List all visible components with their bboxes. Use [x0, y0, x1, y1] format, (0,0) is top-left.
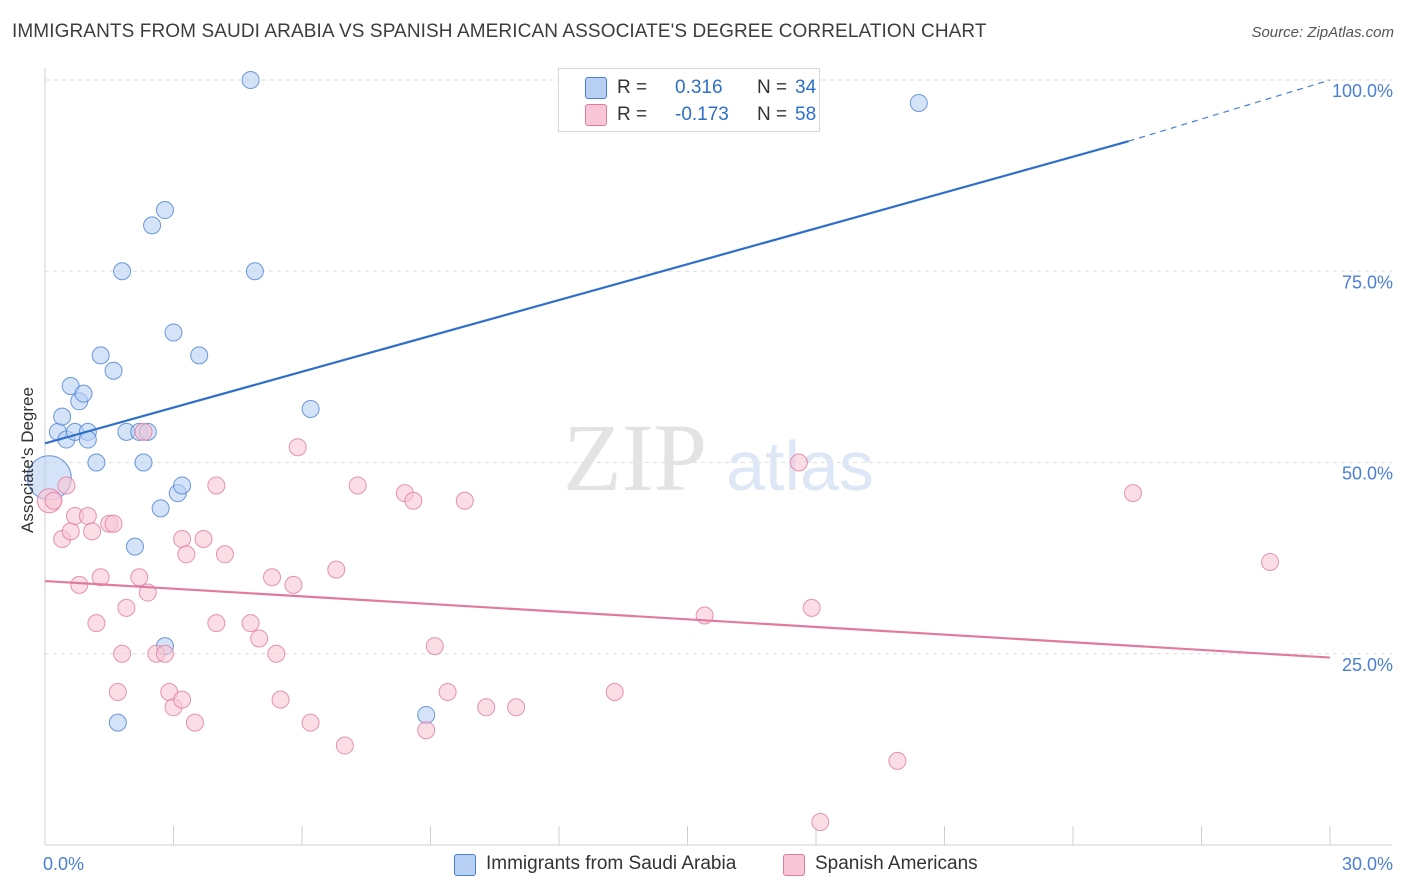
point-saudi-20	[143, 216, 162, 235]
y-axis-label-wrap: Associate's Degree	[10, 360, 46, 560]
point-spanish-34	[267, 644, 286, 663]
saudi-swatch	[585, 77, 607, 99]
r-value-spanish: -0.173	[675, 104, 729, 125]
point-spanish-44	[417, 721, 436, 740]
trendline-saudi-extension	[1128, 79, 1331, 142]
point-saudi-10	[87, 453, 106, 472]
n-label: N =	[757, 104, 788, 125]
point-saudi-26	[173, 476, 192, 495]
point-spanish-38	[301, 713, 320, 732]
point-saudi-21	[151, 499, 170, 518]
point-spanish-36	[284, 575, 303, 594]
point-spanish-49	[507, 698, 526, 717]
point-spanish-33	[263, 568, 282, 587]
point-spanish-28	[207, 476, 226, 495]
r-value-saudi: 0.316	[675, 77, 723, 98]
y-tick-label-50: 50.0%	[1342, 464, 1393, 484]
point-spanish-16	[130, 568, 149, 587]
point-saudi-29	[245, 262, 264, 281]
chart-source: Source: ZipAtlas.com	[1251, 24, 1394, 41]
point-saudi-32	[909, 93, 928, 112]
point-spanish-24	[173, 530, 192, 548]
point-spanish-39	[327, 560, 346, 579]
n-value-spanish: 58	[795, 104, 817, 125]
point-saudi-30	[301, 399, 320, 418]
point-spanish-54	[811, 813, 830, 832]
trendline-saudi	[44, 140, 1129, 445]
point-saudi-18	[134, 453, 153, 472]
point-saudi-31	[417, 705, 436, 724]
point-spanish-10	[91, 568, 110, 587]
r-label: R =	[617, 77, 648, 98]
point-spanish-35	[271, 690, 290, 709]
point-spanish-30	[215, 545, 234, 564]
point-spanish-6	[70, 575, 89, 594]
point-spanish-52	[789, 453, 808, 472]
point-spanish-26	[185, 713, 204, 732]
point-saudi-13	[108, 713, 127, 732]
point-spanish-9	[87, 614, 106, 633]
x-tick-label-min: 0.0%	[43, 854, 84, 874]
x-tick-label-max: 30.0%	[1342, 854, 1393, 874]
stats-legend: R = 0.316 N = 34 R = -0.173 N = 58	[558, 68, 820, 132]
point-saudi-24	[164, 323, 183, 342]
point-spanish-20	[155, 644, 174, 663]
point-spanish-47	[455, 491, 474, 510]
point-spanish-32	[250, 629, 269, 648]
point-spanish-1	[44, 491, 63, 510]
point-spanish-7	[78, 507, 97, 526]
y-tick-label-100: 100.0%	[1332, 81, 1393, 101]
legend-label-saudi: Immigrants from Saudi Arabia	[486, 853, 737, 874]
point-spanish-50	[605, 683, 624, 701]
point-saudi-27	[190, 346, 209, 365]
y-axis-label: Associate's Degree	[18, 387, 37, 533]
point-spanish-25	[177, 545, 196, 564]
point-spanish-45	[425, 637, 444, 656]
n-value-saudi: 34	[795, 77, 817, 98]
point-spanish-12	[104, 514, 123, 533]
point-saudi-12	[104, 361, 123, 380]
trendline-spanish	[44, 579, 1331, 659]
point-spanish-14	[113, 644, 132, 663]
point-spanish-41	[348, 476, 367, 495]
point-saudi-22	[155, 201, 174, 220]
point-saudi-11	[91, 346, 110, 365]
r-label: R =	[617, 104, 648, 125]
point-spanish-56	[1123, 484, 1142, 503]
chart-title: IMMIGRANTS FROM SAUDI ARABIA VS SPANISH …	[12, 21, 987, 42]
n-label: N =	[757, 77, 788, 98]
point-spanish-29	[207, 614, 226, 633]
watermark-zip: ZIP	[563, 404, 707, 511]
point-saudi-14	[113, 262, 132, 281]
point-spanish-53	[802, 598, 821, 617]
point-spanish-31	[241, 614, 260, 633]
y-tick-label-75: 75.0%	[1342, 272, 1393, 292]
point-spanish-43	[404, 491, 423, 510]
point-saudi-2	[53, 407, 72, 426]
point-spanish-46	[438, 683, 457, 701]
point-spanish-57	[1261, 552, 1280, 571]
point-spanish-4	[61, 522, 80, 541]
point-spanish-40	[335, 736, 354, 755]
point-spanish-15	[117, 598, 136, 617]
point-spanish-48	[477, 698, 496, 717]
point-saudi-16	[125, 537, 144, 556]
point-spanish-55	[888, 751, 907, 770]
y-tick-label-25: 25.0%	[1342, 655, 1393, 675]
point-spanish-13	[108, 683, 127, 701]
legend-label-spanish: Spanish Americans	[815, 853, 978, 874]
point-spanish-23	[173, 690, 192, 709]
legend-swatch-spanish	[783, 854, 805, 876]
spanish-swatch	[585, 104, 607, 126]
point-saudi-28	[241, 71, 260, 89]
point-spanish-17	[134, 422, 153, 441]
point-spanish-3	[57, 476, 76, 495]
point-spanish-8	[83, 522, 102, 541]
legend-swatch-saudi	[454, 854, 476, 876]
point-saudi-7	[74, 384, 93, 403]
point-spanish-37	[288, 438, 307, 457]
point-spanish-27	[194, 530, 213, 548]
